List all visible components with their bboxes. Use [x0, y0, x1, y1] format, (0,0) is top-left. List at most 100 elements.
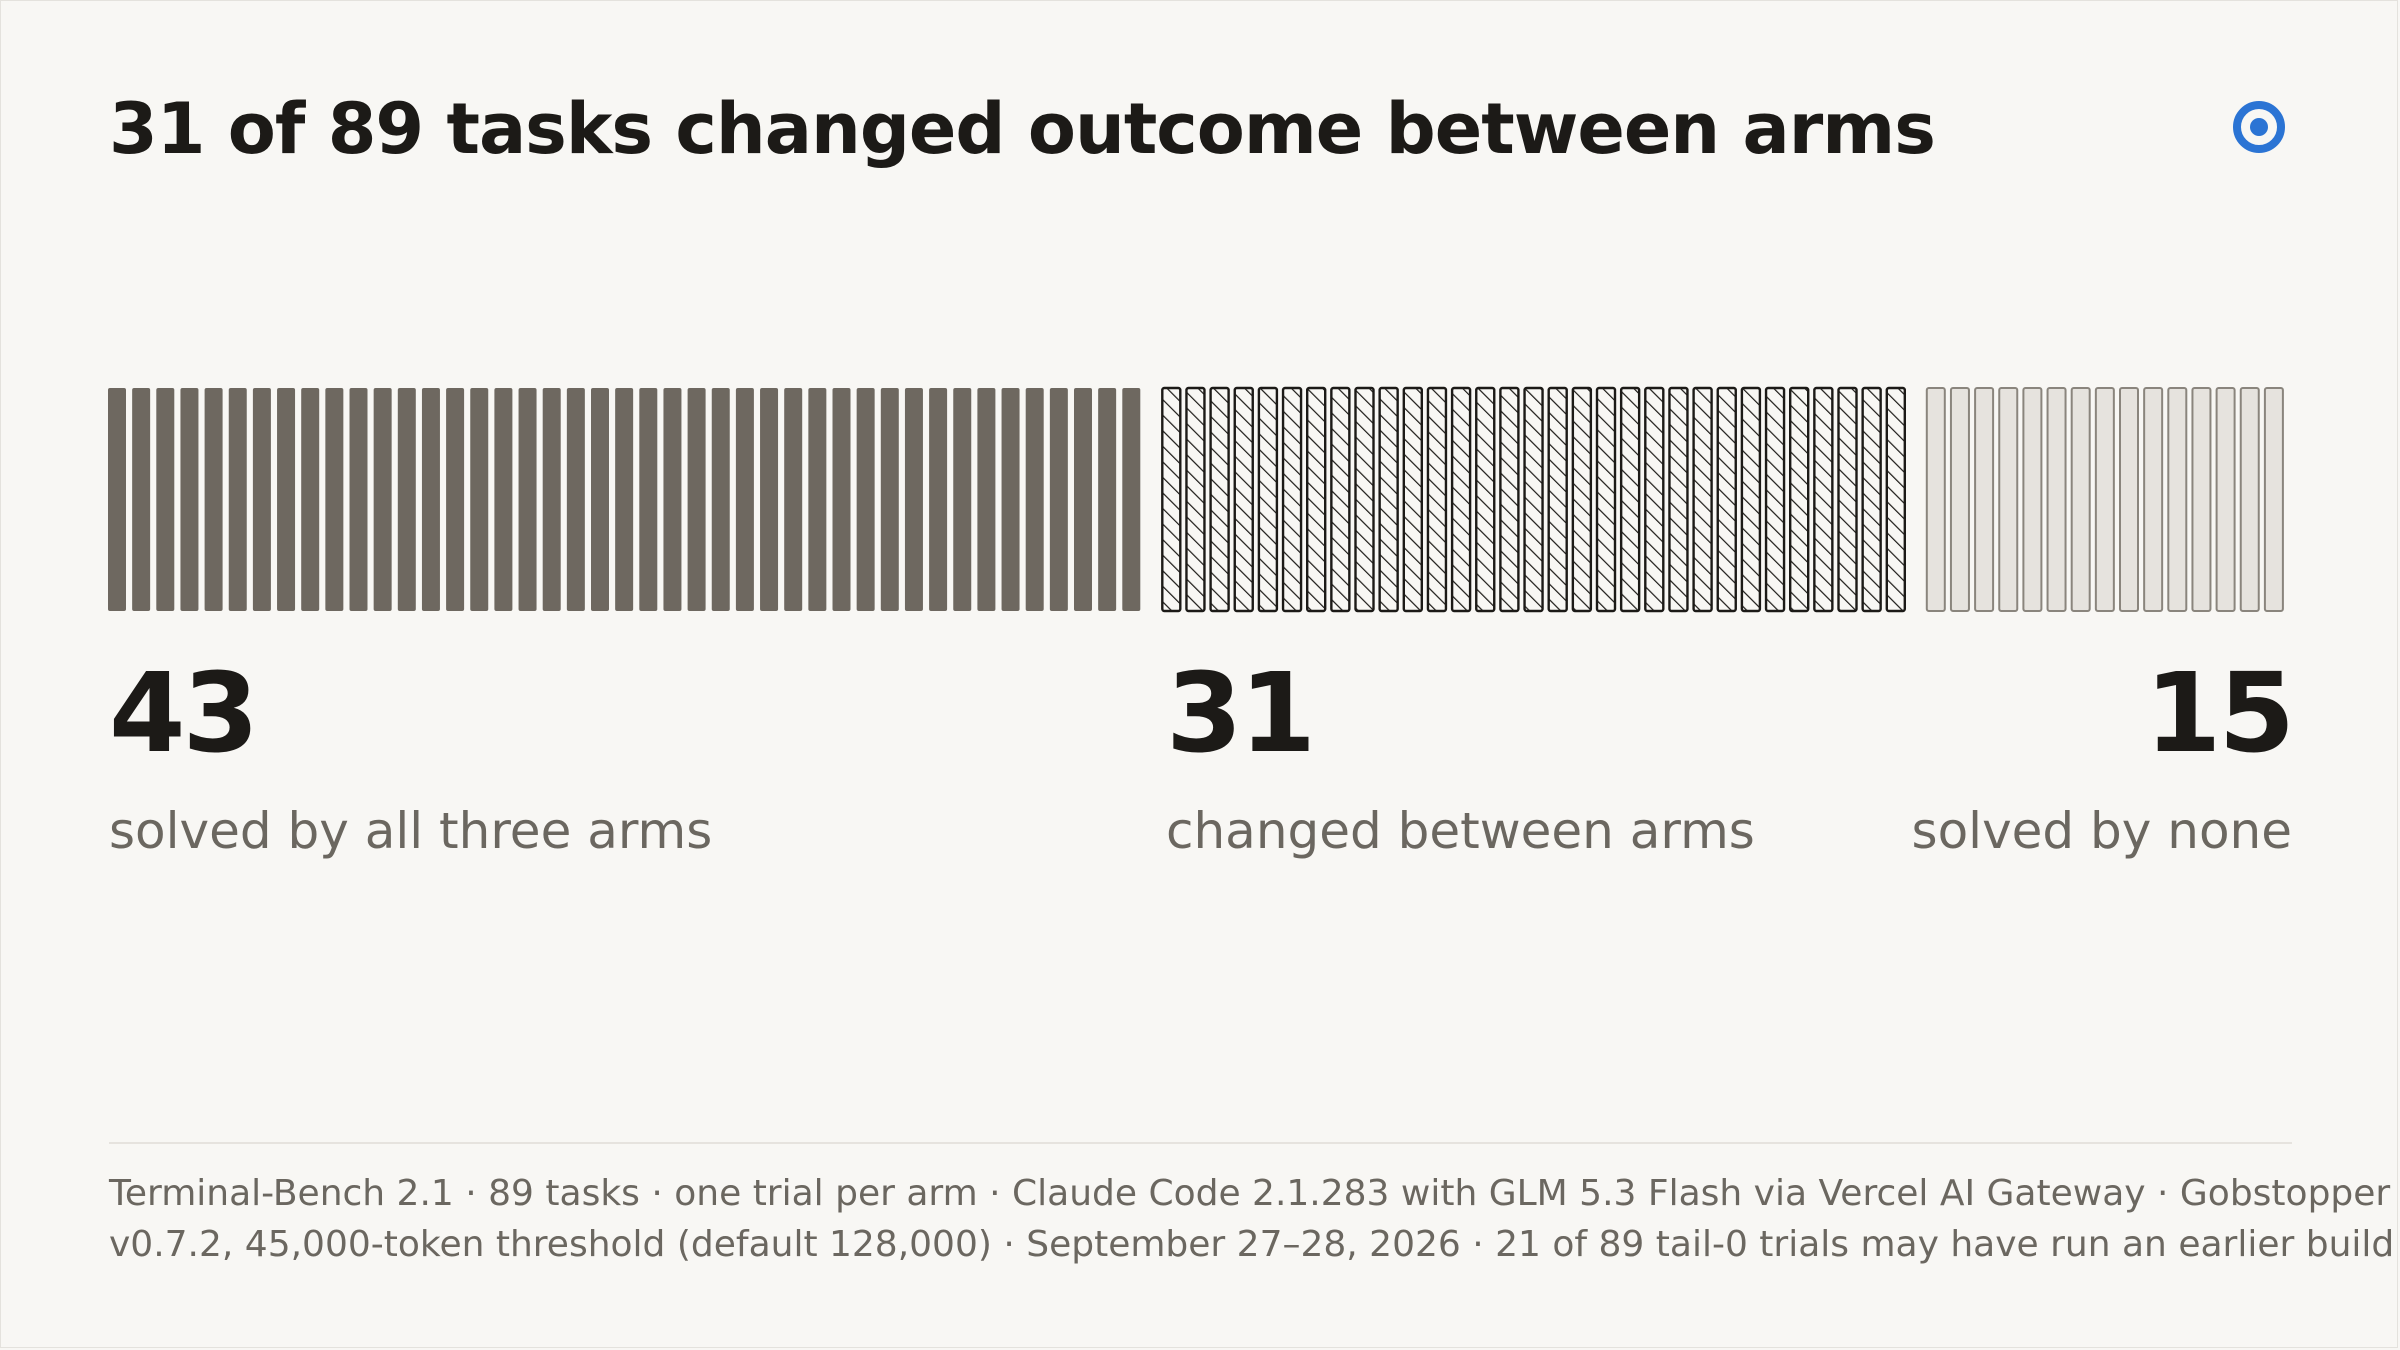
solved-none-bar — [1925, 387, 1946, 612]
changed-bar — [1354, 386, 1375, 613]
solved-none-label: solved by none — [1911, 802, 2292, 860]
solved-all-bar — [228, 388, 247, 611]
solved-none-bar — [2143, 387, 2164, 612]
solved-all-bar — [615, 388, 634, 611]
changed-bar — [1740, 386, 1762, 613]
changed-bar — [1692, 386, 1713, 613]
solved-all-bar — [784, 388, 803, 611]
changed-bar — [1523, 386, 1544, 613]
solved-all-bar — [953, 388, 972, 611]
solved-all-bar — [856, 388, 875, 611]
solved-none-bar — [2022, 387, 2043, 612]
changed-bar — [1233, 386, 1254, 613]
changed-bar — [1813, 386, 1834, 613]
solved-all-bar — [1001, 388, 1020, 611]
changed-bar — [1499, 386, 1520, 613]
solved-all-bar — [542, 388, 561, 611]
solved-none-bar — [2215, 387, 2236, 612]
solved-all-bar — [880, 388, 899, 611]
changed-bar — [1450, 386, 1472, 613]
solved-all-bar — [373, 388, 392, 611]
solved-all-bar — [735, 388, 754, 611]
changed-count: 31 — [1166, 649, 1316, 777]
changed-bar — [1185, 386, 1206, 613]
changed-bar — [1788, 386, 1810, 613]
solved-all-bar — [808, 388, 827, 611]
solved-all-bar — [494, 388, 513, 611]
solved-all-label: solved by all three arms — [109, 802, 713, 860]
changed-bar — [1716, 386, 1737, 613]
solved-none-bar — [2239, 387, 2260, 612]
solved-all-bar — [325, 388, 344, 611]
changed-label: changed between arms — [1166, 802, 1755, 860]
solved-all-bar — [904, 388, 923, 611]
changed-bar — [1764, 386, 1786, 613]
solved-all-bar — [760, 388, 779, 611]
solved-all-count: 43 — [109, 649, 259, 777]
chart-title: 31 of 89 tasks changed outcome between a… — [109, 88, 1936, 170]
changed-bar — [1378, 386, 1399, 613]
changed-bar — [1668, 386, 1689, 613]
solved-none-bar — [2094, 387, 2115, 612]
footer-line-2: v0.7.2, 45,000-token threshold (default … — [109, 1224, 2395, 1265]
solved-all-bar — [252, 388, 271, 611]
solved-all-bar — [929, 388, 948, 611]
solved-all-bar — [591, 388, 609, 611]
changed-bar — [1305, 386, 1327, 613]
changed-bar — [1330, 386, 1351, 613]
changed-bar — [1209, 386, 1230, 613]
solved-all-bar — [1122, 388, 1141, 611]
solved-all-bar — [132, 388, 151, 611]
solved-all-bar — [832, 388, 851, 611]
changed-bar — [1161, 386, 1182, 613]
solved-all-bar — [156, 388, 175, 611]
solved-all-bar — [446, 388, 465, 611]
changed-bar — [1644, 386, 1665, 613]
solved-none-bar — [1949, 387, 1970, 612]
changed-bar — [1837, 386, 1858, 613]
solved-all-bar — [277, 388, 296, 611]
solved-none-bar — [2191, 387, 2212, 612]
footer-divider — [109, 1142, 2292, 1144]
solved-all-bar — [663, 388, 682, 611]
solved-all-bar — [421, 388, 440, 611]
changed-bar — [1885, 386, 1907, 613]
solved-all-bar — [301, 388, 320, 611]
solved-all-bar — [397, 388, 416, 611]
footer-note: Terminal-Bench 2.1 · 89 tasks · one tria… — [109, 1168, 2395, 1270]
footer-line-1: Terminal-Bench 2.1 · 89 tasks · one tria… — [109, 1173, 2391, 1214]
changed-bar — [1475, 386, 1496, 613]
changed-bar — [1426, 386, 1448, 613]
solved-none-bar — [2070, 387, 2091, 612]
solved-all-bar — [1025, 388, 1044, 611]
solved-none-count: 15 — [2144, 649, 2295, 777]
solved-all-bar — [1098, 388, 1117, 611]
changed-bar — [1281, 386, 1303, 613]
changed-bar — [1571, 386, 1593, 613]
solved-all-bar — [639, 388, 658, 611]
solved-all-bar — [1049, 388, 1068, 611]
solved-all-bar — [977, 388, 996, 611]
changed-bar — [1861, 386, 1882, 613]
solved-all-bar — [349, 388, 368, 611]
solved-all-bar — [711, 388, 730, 611]
changed-bar — [1402, 386, 1424, 613]
solved-none-bar — [1998, 387, 2019, 612]
changed-bar — [1595, 386, 1617, 613]
solved-none-bar — [2119, 387, 2139, 612]
solved-all-bar — [204, 388, 223, 611]
solved-all-bar — [687, 388, 706, 611]
solved-all-bar — [518, 388, 537, 611]
solved-all-bar — [108, 388, 126, 611]
target-circle-icon — [2233, 101, 2285, 153]
solved-none-bar — [2167, 387, 2188, 612]
solved-all-bar — [1074, 388, 1092, 611]
solved-none-bar — [2046, 387, 2067, 612]
changed-bar — [1619, 386, 1641, 613]
solved-none-bar — [1974, 387, 1995, 612]
solved-none-bar — [2263, 387, 2284, 612]
changed-bar — [1547, 386, 1568, 613]
solved-all-bar — [566, 388, 585, 611]
